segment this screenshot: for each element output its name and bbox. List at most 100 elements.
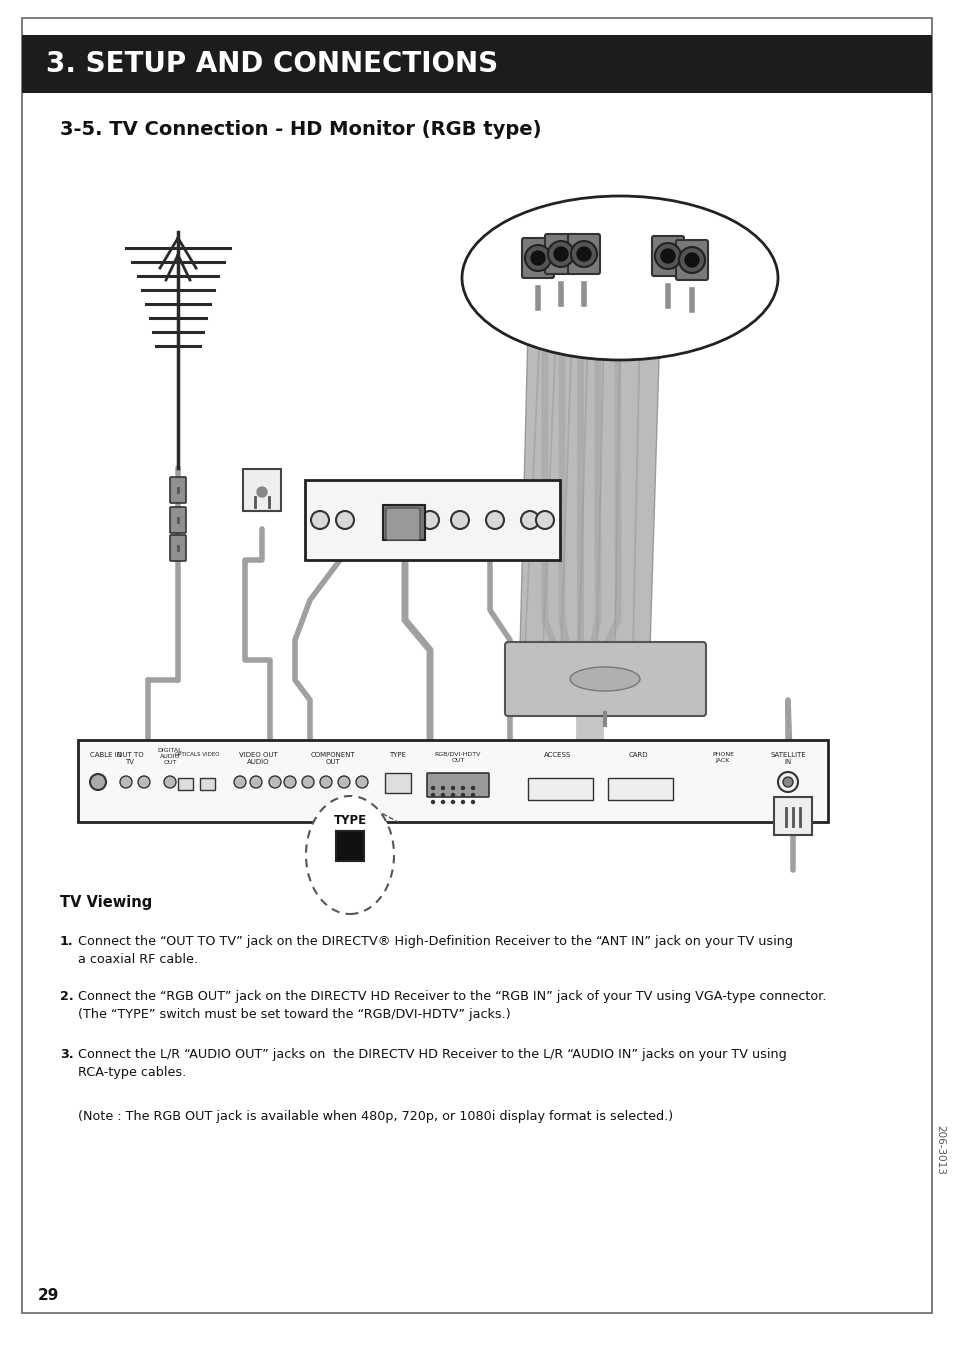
Text: 3-5. TV Connection - HD Monitor (RGB type): 3-5. TV Connection - HD Monitor (RGB typ… bbox=[60, 120, 541, 139]
FancyBboxPatch shape bbox=[567, 234, 599, 274]
FancyBboxPatch shape bbox=[178, 778, 193, 790]
Text: RGB/DVI-HDTV
OUT: RGB/DVI-HDTV OUT bbox=[435, 753, 480, 763]
Circle shape bbox=[520, 511, 538, 530]
Text: SATELLITE
IN: SATELLITE IN bbox=[769, 753, 805, 765]
Text: Connect the “OUT TO TV” jack on the DIRECTV® High-Definition Receiver to the “AN: Connect the “OUT TO TV” jack on the DIRE… bbox=[78, 935, 792, 948]
Text: TYPE: TYPE bbox=[334, 815, 366, 828]
FancyBboxPatch shape bbox=[504, 642, 705, 716]
Circle shape bbox=[420, 511, 438, 530]
Text: 3. SETUP AND CONNECTIONS: 3. SETUP AND CONNECTIONS bbox=[46, 50, 497, 78]
Text: DIGITAL
AUDIO
OUT: DIGITAL AUDIO OUT bbox=[157, 748, 182, 765]
Circle shape bbox=[138, 775, 150, 788]
FancyBboxPatch shape bbox=[305, 480, 559, 561]
Circle shape bbox=[451, 793, 454, 797]
Circle shape bbox=[655, 243, 680, 269]
Circle shape bbox=[431, 801, 434, 804]
Circle shape bbox=[233, 775, 246, 788]
Circle shape bbox=[335, 511, 354, 530]
Circle shape bbox=[571, 240, 597, 267]
Circle shape bbox=[451, 801, 454, 804]
Text: (Note : The RGB OUT jack is available when 480p, 720p, or 1080i display format i: (Note : The RGB OUT jack is available wh… bbox=[78, 1111, 673, 1123]
Circle shape bbox=[337, 775, 350, 788]
Circle shape bbox=[451, 786, 454, 789]
Circle shape bbox=[431, 786, 434, 789]
FancyBboxPatch shape bbox=[335, 831, 364, 861]
Circle shape bbox=[660, 249, 675, 263]
Circle shape bbox=[302, 775, 314, 788]
Text: RCA-type cables.: RCA-type cables. bbox=[78, 1066, 186, 1079]
Circle shape bbox=[441, 786, 444, 789]
Text: TYPE: TYPE bbox=[389, 753, 406, 758]
Text: 2.: 2. bbox=[60, 990, 73, 1002]
Circle shape bbox=[120, 775, 132, 788]
FancyBboxPatch shape bbox=[427, 773, 489, 797]
Circle shape bbox=[782, 777, 792, 788]
Text: 29: 29 bbox=[38, 1288, 59, 1302]
Text: 206-3013: 206-3013 bbox=[934, 1125, 944, 1175]
FancyBboxPatch shape bbox=[78, 740, 827, 821]
Circle shape bbox=[531, 251, 544, 265]
Circle shape bbox=[471, 801, 474, 804]
Circle shape bbox=[461, 786, 464, 789]
Circle shape bbox=[256, 486, 267, 497]
Circle shape bbox=[431, 793, 434, 797]
Ellipse shape bbox=[461, 196, 778, 359]
Circle shape bbox=[164, 775, 175, 788]
FancyBboxPatch shape bbox=[385, 773, 411, 793]
Circle shape bbox=[441, 793, 444, 797]
Circle shape bbox=[451, 511, 469, 530]
Circle shape bbox=[684, 253, 699, 267]
Circle shape bbox=[577, 247, 590, 261]
FancyBboxPatch shape bbox=[544, 234, 577, 274]
Text: PHONE
JACK: PHONE JACK bbox=[711, 753, 733, 763]
Circle shape bbox=[679, 247, 704, 273]
FancyBboxPatch shape bbox=[170, 535, 186, 561]
Text: ACCESS: ACCESS bbox=[544, 753, 571, 758]
Text: 1.: 1. bbox=[60, 935, 73, 948]
Polygon shape bbox=[382, 505, 424, 540]
FancyBboxPatch shape bbox=[170, 507, 186, 534]
Text: Connect the L/R “AUDIO OUT” jacks on  the DIRECTV HD Receiver to the L/R “AUDIO : Connect the L/R “AUDIO OUT” jacks on the… bbox=[78, 1048, 786, 1061]
Text: VIDEO OUT
AUDIO: VIDEO OUT AUDIO bbox=[238, 753, 277, 765]
Circle shape bbox=[284, 775, 295, 788]
Text: Connect the “RGB OUT” jack on the DIRECTV HD Receiver to the “RGB IN” jack of yo: Connect the “RGB OUT” jack on the DIRECT… bbox=[78, 990, 825, 1002]
Text: a coaxial RF cable.: a coaxial RF cable. bbox=[78, 952, 198, 966]
Circle shape bbox=[250, 775, 262, 788]
Text: COMPONENT
OUT: COMPONENT OUT bbox=[311, 753, 355, 765]
FancyBboxPatch shape bbox=[651, 236, 683, 276]
Ellipse shape bbox=[306, 796, 394, 915]
Circle shape bbox=[524, 245, 551, 272]
Text: OPTICAL: OPTICAL bbox=[174, 753, 197, 757]
FancyBboxPatch shape bbox=[200, 778, 214, 790]
Ellipse shape bbox=[569, 667, 639, 690]
Circle shape bbox=[554, 247, 567, 261]
Circle shape bbox=[311, 511, 329, 530]
FancyBboxPatch shape bbox=[521, 238, 554, 278]
Text: CARD: CARD bbox=[628, 753, 647, 758]
Circle shape bbox=[355, 775, 368, 788]
Text: CABLE IN: CABLE IN bbox=[90, 753, 122, 758]
Circle shape bbox=[778, 771, 797, 792]
Circle shape bbox=[547, 240, 574, 267]
Text: (The “TYPE” switch must be set toward the “RGB/DVI-HDTV” jacks.): (The “TYPE” switch must be set toward th… bbox=[78, 1008, 510, 1021]
FancyBboxPatch shape bbox=[170, 477, 186, 503]
Circle shape bbox=[90, 774, 106, 790]
Circle shape bbox=[319, 775, 332, 788]
Text: 3.: 3. bbox=[60, 1048, 73, 1061]
Text: OUT TO
TV: OUT TO TV bbox=[116, 753, 143, 765]
Circle shape bbox=[471, 786, 474, 789]
FancyBboxPatch shape bbox=[386, 508, 419, 540]
FancyBboxPatch shape bbox=[22, 35, 931, 93]
Text: S VIDEO: S VIDEO bbox=[196, 753, 219, 757]
FancyBboxPatch shape bbox=[773, 797, 811, 835]
Text: TV Viewing: TV Viewing bbox=[60, 894, 152, 911]
Circle shape bbox=[471, 793, 474, 797]
Circle shape bbox=[485, 511, 503, 530]
Polygon shape bbox=[519, 328, 659, 650]
Circle shape bbox=[269, 775, 281, 788]
FancyBboxPatch shape bbox=[22, 18, 931, 1313]
Circle shape bbox=[536, 511, 554, 530]
Circle shape bbox=[441, 801, 444, 804]
FancyBboxPatch shape bbox=[676, 240, 707, 280]
Circle shape bbox=[461, 801, 464, 804]
